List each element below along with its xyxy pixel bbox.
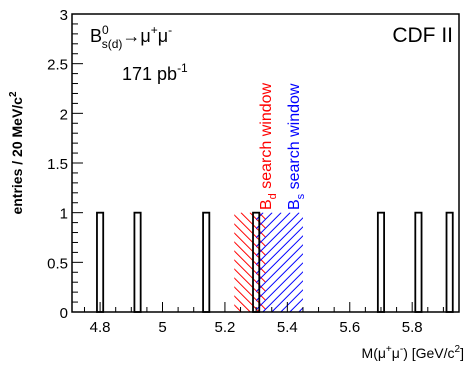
hatch-line: [277, 213, 376, 312]
hatch-line: [234, 250, 266, 283]
hatch-line: [240, 212, 266, 238]
process-label: B0 s(d)→μ+μ-: [90, 23, 172, 51]
x-tick-label: 5.8: [402, 319, 423, 336]
hatch-line: [398, 213, 467, 312]
hatch-line: [256, 212, 264, 221]
hatch-line: [234, 304, 242, 313]
y-axis-label: entries / 20 MeV/c2: [8, 91, 25, 215]
x-axis-label: M(μ+μ-) [GeV/c2]: [362, 344, 464, 361]
hatch-line: [115, 213, 214, 312]
hatch-line: [234, 241, 266, 274]
histogram-bin: [96, 211, 105, 313]
hatch-line: [124, 213, 223, 312]
hatch-line: [146, 213, 245, 312]
x-tick-label: 5.2: [214, 319, 235, 336]
hatch-line: [389, 213, 467, 312]
hatch-line: [234, 277, 266, 310]
hatch-line: [256, 212, 273, 230]
hatch-line: [256, 212, 300, 257]
hatch-line: [286, 213, 385, 312]
histogram-bin: [414, 211, 423, 313]
search-window-0: [115, 212, 466, 313]
hatch-line: [234, 286, 260, 313]
y-tick-label: 0: [60, 305, 68, 322]
hatch-line: [258, 212, 266, 220]
x-tick-label: 5: [158, 319, 166, 336]
hatch-line: [256, 262, 303, 311]
hatch-line: [322, 213, 421, 312]
y-tick-label: 1.5: [47, 156, 68, 173]
hatch-line: [268, 213, 367, 312]
hatch-line: [295, 213, 394, 312]
x-tick-label: 4.8: [90, 319, 111, 336]
y-tick-label: 2.5: [47, 57, 68, 74]
hatch-line: [358, 213, 457, 312]
hatch-line: [256, 253, 303, 302]
hatch-line: [234, 268, 266, 301]
x-tick-label: 5.6: [339, 319, 360, 336]
hatch-line: [234, 259, 266, 292]
hatch-line: [256, 212, 291, 248]
hatch-line: [271, 280, 303, 313]
histogram-bin: [133, 211, 142, 313]
y-tick-label: 2: [60, 106, 68, 123]
hatch-line: [256, 235, 303, 284]
hatch-line: [256, 212, 282, 239]
y-tick-label: 1: [60, 206, 68, 223]
hatch-line: [304, 213, 403, 312]
hatch-line: [280, 289, 303, 313]
hatch-line: [234, 223, 266, 256]
histogram-bin: [376, 211, 385, 313]
hatch-line: [349, 213, 448, 312]
hatch-line: [344, 213, 443, 312]
hatch-line: [317, 213, 416, 312]
hatch-line: [289, 298, 303, 313]
y-tick-label: 0.5: [47, 255, 68, 272]
hatch-line: [155, 213, 254, 312]
hatch-line: [367, 213, 466, 312]
hatch-line: [234, 295, 251, 313]
hatch-line: [256, 226, 303, 275]
hatch-line: [234, 232, 266, 265]
luminosity-label: 171 pb-1: [122, 61, 188, 84]
hatch-line: [308, 213, 407, 312]
hatch-line: [353, 213, 452, 312]
hatch-line: [326, 213, 425, 312]
hatch-line: [340, 213, 439, 312]
y-tick-label: 3: [60, 7, 68, 24]
hatch-line: [262, 271, 303, 313]
hatch-line: [256, 244, 303, 293]
x-tick-label: 5.4: [277, 319, 298, 336]
hatch-line: [380, 213, 467, 312]
hatch-line: [249, 212, 266, 229]
histogram-bin: [445, 211, 454, 313]
hatch-line: [234, 214, 266, 247]
hatch-line: [137, 213, 236, 312]
hatch-line: [133, 213, 232, 312]
histogram-bin: [202, 211, 211, 313]
hatch-line: [313, 213, 412, 312]
search-window-1: [137, 212, 467, 313]
bd-window-label: Bd search window: [258, 82, 279, 210]
chart-title: CDF II: [392, 24, 453, 47]
bs-window-label: Bs search window: [286, 83, 307, 210]
